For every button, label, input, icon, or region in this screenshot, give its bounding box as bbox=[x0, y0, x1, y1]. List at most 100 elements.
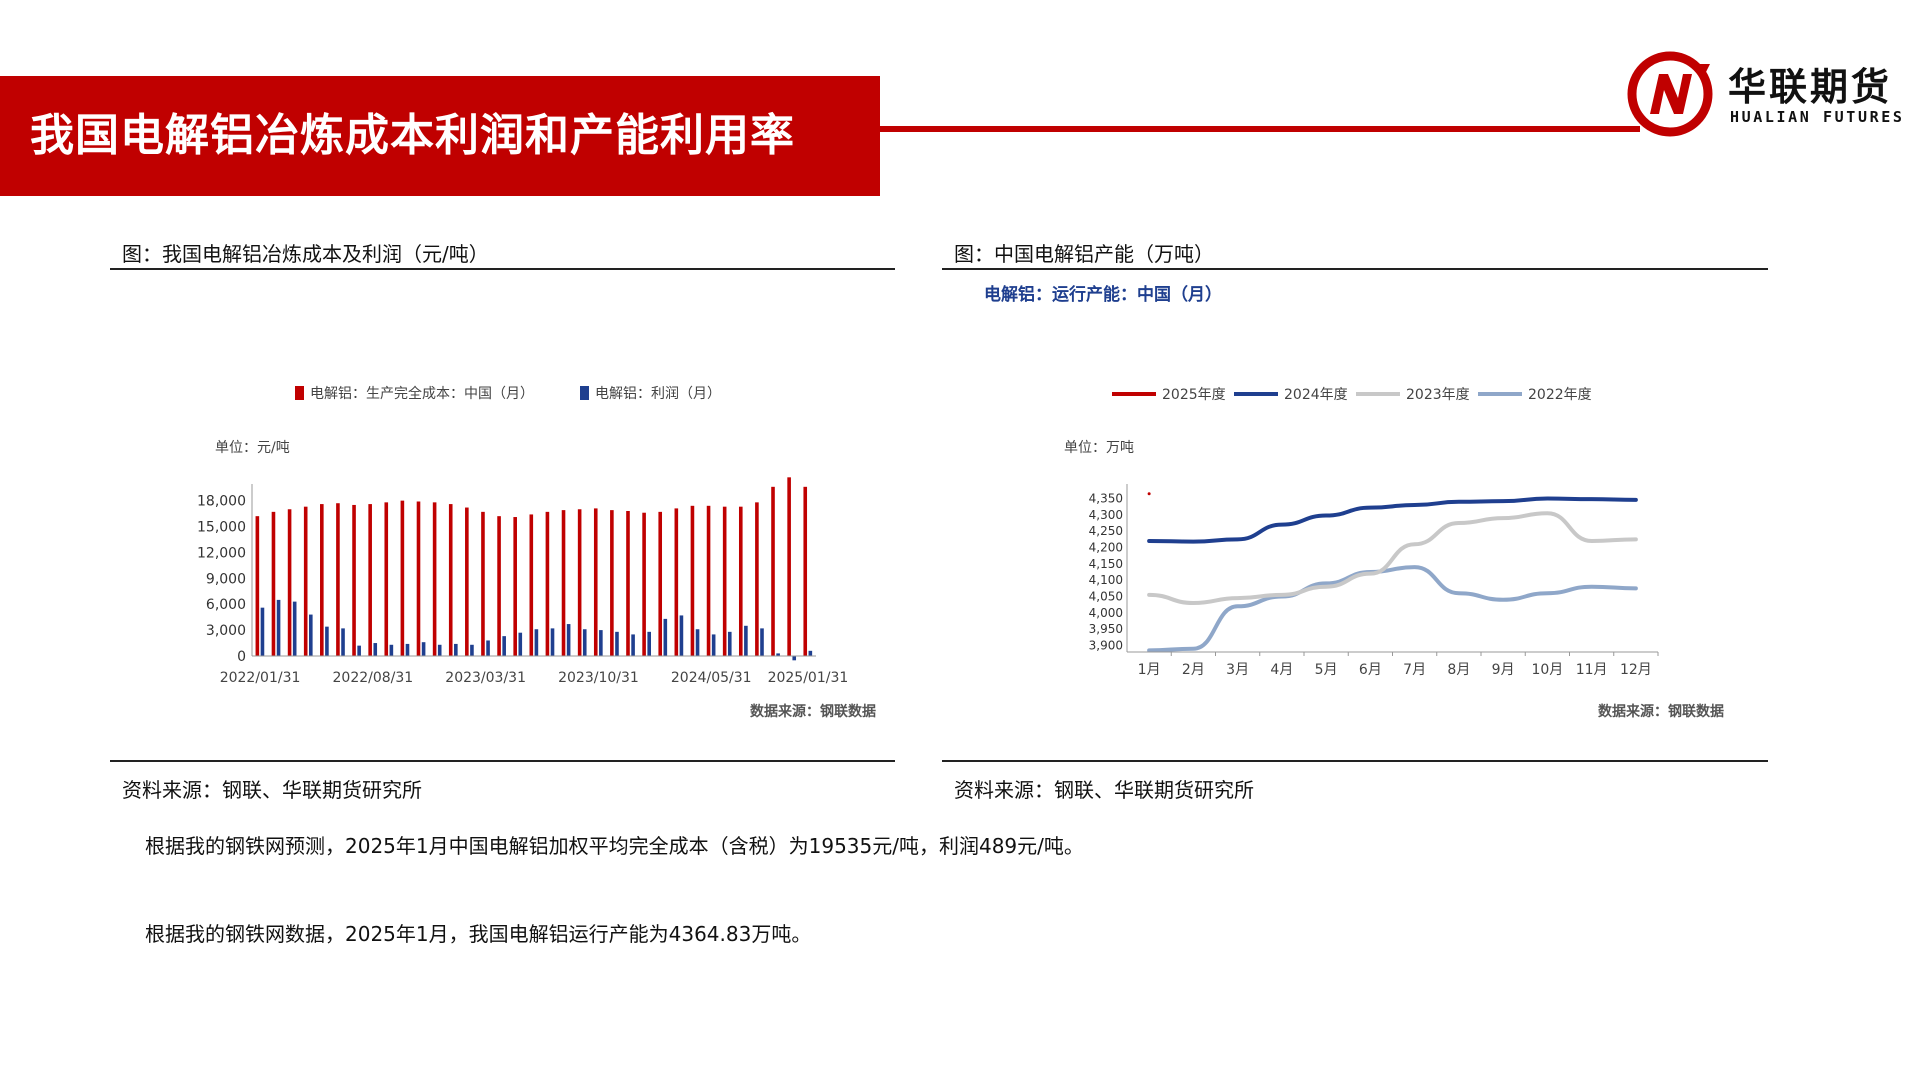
cost-bar bbox=[610, 510, 614, 656]
line-y-tick-label: 4,050 bbox=[1089, 589, 1123, 603]
cost-bar bbox=[803, 486, 808, 656]
cost-bar bbox=[368, 504, 372, 656]
note-cost-profit: 根据我的钢铁网预测，2025年1月中国电解铝加权平均完全成本（含税）为19535… bbox=[145, 834, 1084, 858]
logo-name: 华联期货 bbox=[1728, 65, 1893, 109]
left-top-rule bbox=[110, 268, 895, 270]
legend-label-cost: 电解铝：生产完全成本：中国（月） bbox=[310, 385, 534, 402]
profit-bar bbox=[357, 645, 361, 656]
profit-bar bbox=[373, 643, 378, 656]
capacity-chart: 电解铝：运行产能：中国（月） 2025年度 2024年度 2023年度 2022年度 … bbox=[984, 284, 1724, 720]
cost-bar bbox=[642, 512, 646, 656]
cost-bar bbox=[271, 511, 276, 656]
right-bottom-rule bbox=[942, 760, 1768, 762]
legend-label-profit: 电解铝：利润（月） bbox=[595, 386, 721, 402]
profit-bar bbox=[550, 628, 555, 656]
series-point-2025年度 bbox=[1147, 492, 1151, 496]
cost-bar bbox=[303, 506, 308, 656]
bar-y-tick-label: 18,000 bbox=[197, 494, 246, 510]
cost-bar bbox=[432, 502, 437, 656]
profit-bar bbox=[454, 643, 458, 656]
profit-bar bbox=[695, 629, 700, 656]
cost-bar bbox=[400, 500, 405, 656]
profit-bar bbox=[808, 650, 813, 656]
cost-bar bbox=[545, 511, 550, 656]
note-capacity: 根据我的钢铁网数据，2025年1月，我国电解铝运行产能为4364.83万吨。 bbox=[145, 922, 812, 946]
profit-bar bbox=[518, 632, 523, 656]
cost-bar bbox=[320, 504, 324, 656]
bar-y-tick-label: 12,000 bbox=[197, 545, 246, 561]
title-underline bbox=[880, 126, 1640, 132]
cost-bar bbox=[352, 504, 356, 656]
bar-y-axis: 18,000 15,000 12,000 9,000 6,000 3,000 0 bbox=[197, 484, 253, 665]
cost-bar bbox=[706, 505, 711, 656]
bar-x-tick-label: 2022/08/31 bbox=[333, 670, 414, 686]
profit-bar bbox=[647, 631, 651, 656]
page-title: 我国电解铝冶炼成本利润和产能利用率 bbox=[30, 110, 795, 161]
profit-bar bbox=[534, 629, 539, 656]
bar-y-tick-label: 0 bbox=[237, 649, 246, 665]
profit-bar bbox=[292, 601, 297, 656]
line-x-tick-label: 11月 bbox=[1576, 662, 1608, 678]
profit-bar bbox=[744, 625, 748, 656]
profit-bar bbox=[389, 644, 394, 656]
right-source: 资料来源：钢联、华联期货研究所 bbox=[954, 778, 1254, 802]
bar-unit-label: 单位：元/吨 bbox=[215, 440, 290, 456]
cost-bar bbox=[416, 501, 421, 656]
logo-subtitle: HUALIAN FUTURES bbox=[1730, 108, 1905, 126]
line-x-tick-label: 5月 bbox=[1315, 662, 1338, 678]
cost-bar bbox=[674, 508, 679, 656]
bar-marks bbox=[255, 477, 813, 661]
line-x-tick-label: 1月 bbox=[1138, 662, 1161, 678]
cost-bar bbox=[497, 516, 501, 656]
capacity-panel: 图：中国电解铝产能（万吨） 电解铝：运行产能：中国（月） 2025年度 2024年… bbox=[942, 232, 1768, 802]
profit-bar bbox=[502, 636, 506, 656]
cost-bar bbox=[529, 514, 534, 656]
bar-x-tick-label: 2022/01/31 bbox=[220, 670, 301, 686]
series-line-2022年度 bbox=[1147, 565, 1638, 653]
profit-bar bbox=[727, 631, 732, 656]
bar-y-tick-label: 6,000 bbox=[206, 597, 246, 613]
line-x-tick-label: 3月 bbox=[1226, 662, 1249, 678]
profit-bar bbox=[437, 644, 442, 656]
cost-profit-chart: 电解铝：生产完全成本：中国（月） 电解铝：利润（月） 单位：元/吨 18,000… bbox=[197, 385, 876, 720]
legend-label: 2024年度 bbox=[1284, 387, 1348, 403]
line-y-tick-label: 4,000 bbox=[1089, 606, 1123, 620]
bar-y-tick-label: 3,000 bbox=[206, 623, 246, 639]
cost-bar bbox=[787, 477, 791, 656]
profit-bar bbox=[470, 644, 474, 656]
profit-bar bbox=[711, 634, 716, 656]
right-chart-caption: 图：中国电解铝产能（万吨） bbox=[954, 242, 1214, 266]
legend-label: 2025年度 bbox=[1162, 387, 1226, 403]
legend-swatch-profit bbox=[580, 386, 589, 400]
line-x-tick-label: 9月 bbox=[1492, 662, 1515, 678]
line-y-tick-label: 4,250 bbox=[1089, 524, 1123, 538]
right-top-rule bbox=[942, 268, 1768, 270]
cost-bar bbox=[287, 509, 292, 656]
line-chart-title: 电解铝：运行产能：中国（月） bbox=[984, 284, 1222, 305]
line-y-axis: 4,350 4,300 4,250 4,200 4,150 4,100 4,050 4,000… bbox=[1089, 484, 1128, 652]
cost-bar bbox=[561, 510, 566, 656]
line-x-tick-label: 2月 bbox=[1182, 662, 1205, 678]
left-chart-caption: 图：我国电解铝冶炼成本及利润（元/吨） bbox=[122, 242, 489, 266]
profit-bar bbox=[615, 631, 619, 656]
line-y-tick-label: 3,900 bbox=[1089, 638, 1123, 652]
profit-bar bbox=[260, 607, 265, 656]
cost-profit-panel: 图：我国电解铝冶炼成本及利润（元/吨） 电解铝：生产完全成本：中国（月） 电解铝… bbox=[110, 232, 895, 802]
profit-bar bbox=[421, 642, 426, 656]
bar-y-tick-label: 15,000 bbox=[197, 520, 246, 536]
cost-bar bbox=[755, 502, 759, 656]
line-legend: 2025年度 2024年度 2023年度 2022年度 bbox=[1112, 387, 1592, 403]
cost-bar bbox=[593, 508, 598, 656]
profit-bar bbox=[599, 630, 603, 656]
line-unit-label: 单位：万吨 bbox=[1064, 440, 1134, 456]
line-y-tick-label: 4,100 bbox=[1089, 573, 1123, 587]
profit-bar bbox=[792, 656, 797, 661]
line-y-tick-label: 4,200 bbox=[1089, 541, 1123, 555]
bar-x-axis: 2022/01/31 2022/08/31 2023/03/31 2023/10/31… bbox=[220, 655, 848, 686]
line-x-tick-label: 8月 bbox=[1447, 662, 1470, 678]
line-y-tick-label: 4,150 bbox=[1089, 557, 1123, 571]
cost-bar bbox=[384, 502, 389, 656]
profit-bar bbox=[309, 614, 313, 656]
cost-bar bbox=[448, 504, 453, 656]
series-line-2024年度 bbox=[1147, 496, 1638, 544]
